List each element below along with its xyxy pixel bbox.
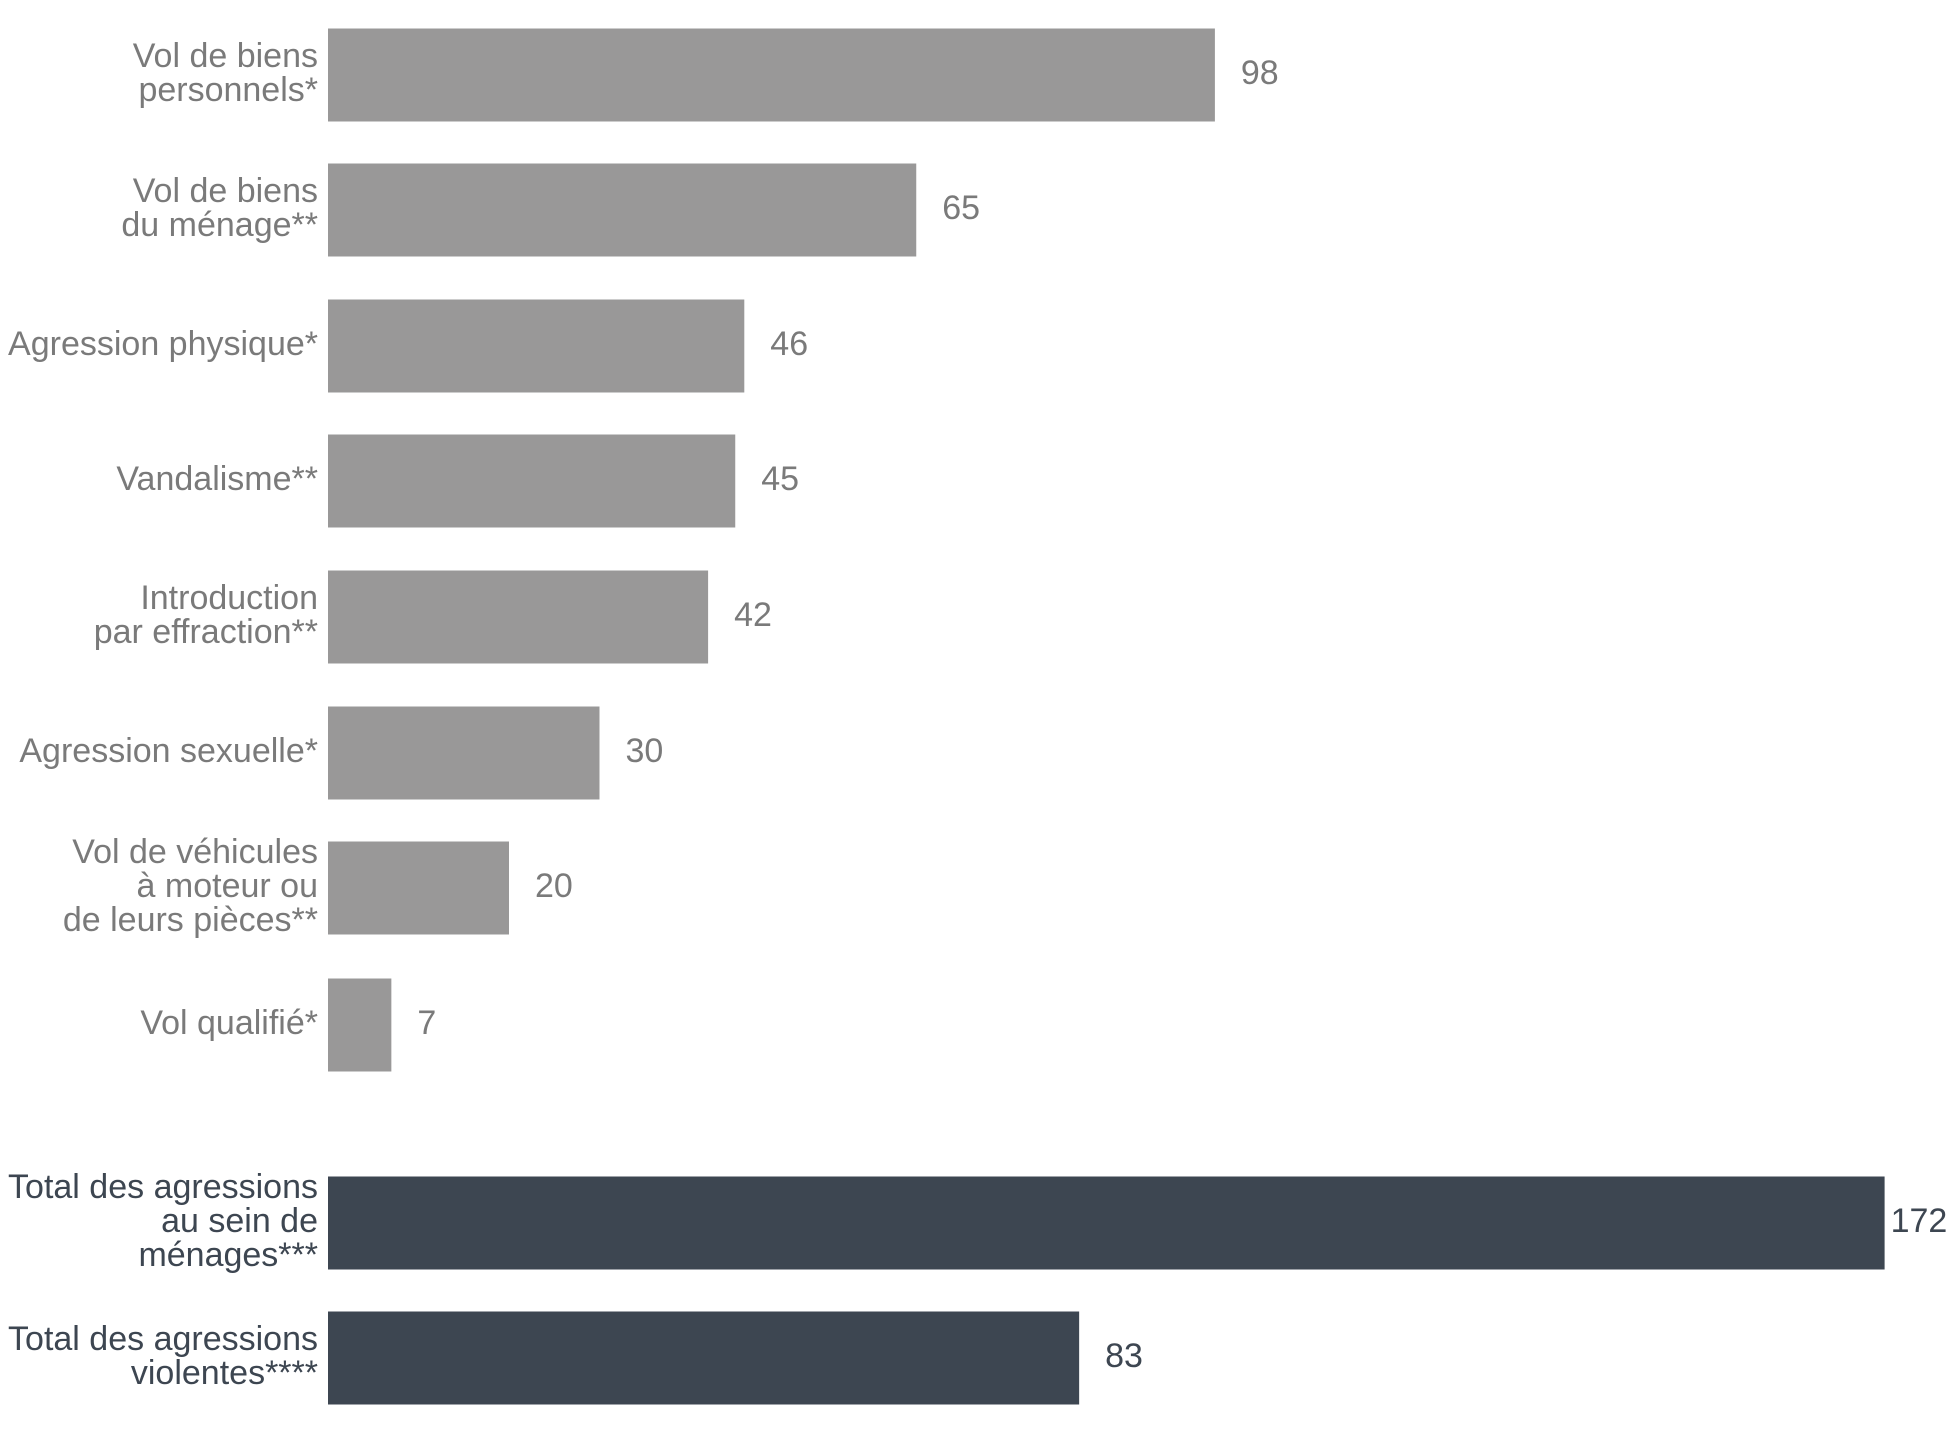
- bar: [328, 1176, 1885, 1270]
- bar: [328, 978, 392, 1072]
- category-label: ménages***: [138, 1236, 318, 1274]
- category-label: Vandalisme**: [116, 460, 318, 498]
- bar: [328, 1311, 1080, 1405]
- category-label: Agression physique*: [8, 325, 318, 363]
- value-label: 65: [942, 189, 980, 227]
- bar: [328, 28, 1215, 122]
- category-label: personnels*: [138, 71, 318, 109]
- category-label: à moteur ou: [137, 867, 318, 905]
- category-label: Vol qualifié*: [140, 1004, 318, 1042]
- category-label: Agression sexuelle*: [19, 732, 318, 770]
- value-label: 30: [626, 732, 664, 770]
- category-label: Total des agressions: [8, 1320, 318, 1358]
- value-label: 42: [734, 596, 772, 634]
- value-label: 46: [770, 325, 808, 363]
- value-label: 98: [1241, 54, 1279, 92]
- value-label: 83: [1105, 1337, 1143, 1375]
- category-label: par effraction**: [94, 613, 318, 651]
- category-label: violentes****: [131, 1354, 318, 1392]
- category-label: au sein de: [161, 1202, 318, 1240]
- value-label: 172: [1891, 1202, 1948, 1240]
- bar: [328, 706, 600, 800]
- bar: [328, 570, 709, 664]
- category-label: Vol de biens: [133, 37, 318, 75]
- category-label: Vol de véhicules: [72, 833, 318, 871]
- category-label: Introduction: [140, 579, 318, 617]
- bar: [328, 163, 917, 257]
- bar: [328, 434, 736, 528]
- category-label: Vol de biens: [133, 172, 318, 210]
- bar: [328, 841, 509, 935]
- value-label: 45: [761, 460, 799, 498]
- value-label: 7: [417, 1004, 436, 1042]
- category-label: Total des agressions: [8, 1168, 318, 1206]
- category-label: du ménage**: [121, 206, 318, 244]
- category-label: de leurs pièces**: [63, 901, 318, 939]
- bar: [328, 299, 745, 393]
- value-label: 20: [535, 867, 573, 905]
